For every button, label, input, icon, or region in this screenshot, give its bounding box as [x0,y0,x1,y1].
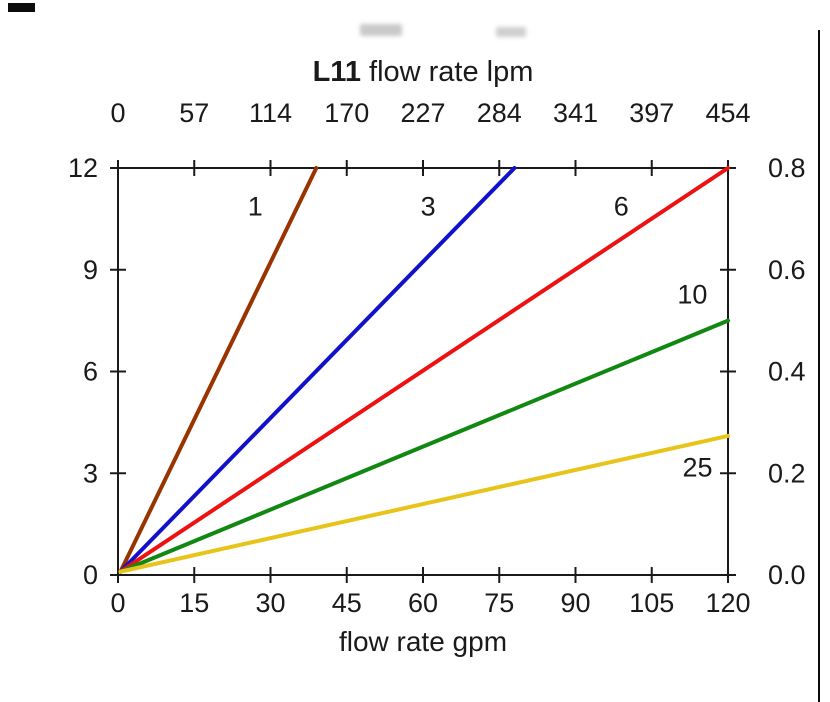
y-tick-label-right: 0.6 [768,255,806,285]
x-tick-label-top: 114 [249,98,292,128]
series-line-1 [118,166,319,574]
series-line-10 [118,318,730,574]
x-tick-label-bottom: 45 [332,588,362,618]
y-tick-label-left: 3 [83,458,98,488]
x-tick-label-bottom: 105 [629,588,674,618]
chart-title-rest: flow rate lpm [360,56,534,88]
x-tick-label-top: 170 [324,98,369,128]
chart-title: L11 flow rate lpm [118,56,728,89]
series-line-6 [118,166,730,574]
series-label-25: 25 [682,453,712,483]
y-tick-label-right: 0.4 [768,357,806,387]
y-tick-label-right: 0.8 [768,153,806,183]
x-tick-label-top: 284 [477,98,522,128]
series-label-3: 3 [421,191,436,221]
x-tick-label-top: 341 [553,98,598,128]
scan-artifact-smudge [360,24,402,36]
series-line-25 [118,433,730,574]
x-axis-label-bottom: flow rate gpm [338,626,508,657]
x-tick-label-bottom: 90 [560,588,590,618]
page-right-border [818,30,820,702]
x-tick-label-top: 397 [629,98,674,128]
scan-artifact-corner [8,3,35,12]
series-label-10: 10 [677,280,707,310]
series-line-3 [118,166,517,574]
x-tick-label-bottom: 15 [179,588,209,618]
x-tick-label-bottom: 60 [408,588,438,618]
scan-artifact-smudge [496,27,526,37]
y-tick-label-left: 9 [83,255,98,285]
x-tick-label-top: 57 [179,98,209,128]
y-tick-label-right: 0.2 [768,458,806,488]
x-tick-label-bottom: 75 [484,588,514,618]
x-tick-label-top: 0 [110,98,125,128]
y-tick-label-left: 0 [83,560,98,590]
series-label-6: 6 [614,191,629,221]
y-tick-label-left: 12 [68,153,98,183]
x-tick-label-bottom: 120 [705,588,750,618]
series-label-1: 1 [248,191,263,221]
chart-title-model: L11 [312,56,361,88]
x-tick-label-bottom: 30 [255,588,285,618]
x-tick-label-bottom: 0 [110,588,125,618]
y-tick-label-right: 0.0 [768,560,806,590]
x-tick-label-top: 227 [400,98,445,128]
y-tick-label-left: 6 [83,357,98,387]
x-tick-label-top: 454 [705,98,750,128]
